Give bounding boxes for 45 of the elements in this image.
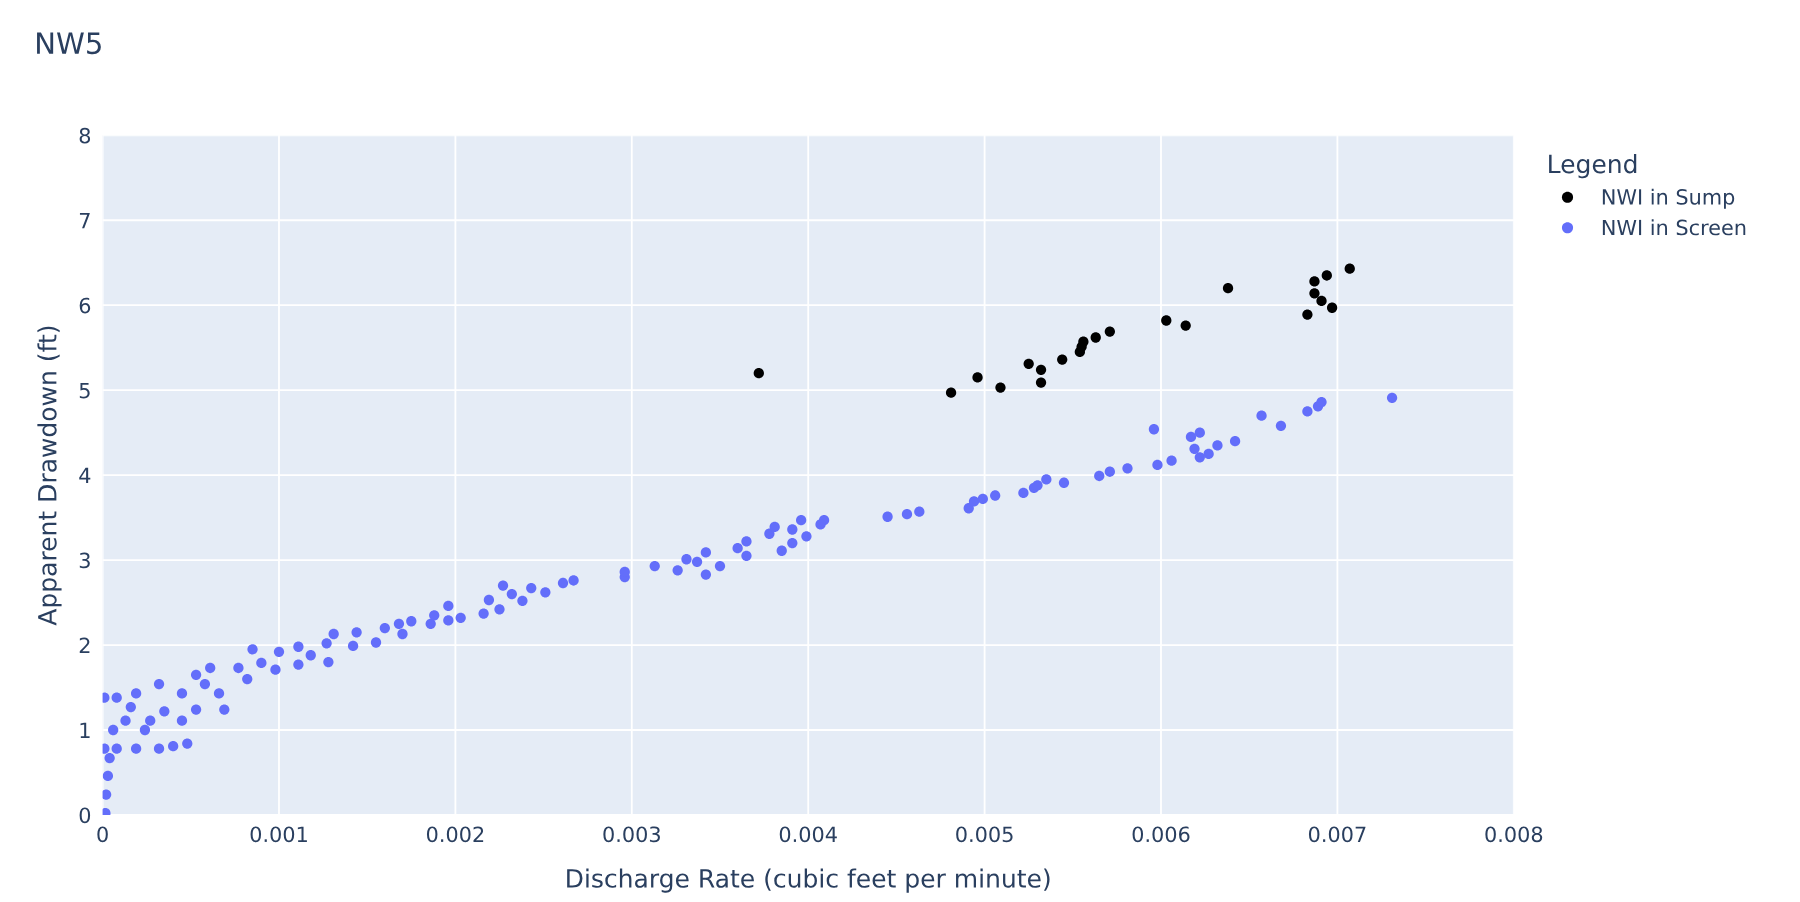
point [1023,358,1034,369]
x-tick-label: 0 [97,826,108,843]
point [1222,283,1234,294]
point [1321,270,1332,281]
point [945,387,957,398]
point [972,372,983,383]
y-tick-label: 6 [79,297,91,314]
legend-label: NWI in Sump [1602,188,1735,209]
point [753,368,764,379]
x-tick-label: 0.004 [779,826,837,843]
point [1302,309,1313,320]
y-axis-title: Apparent Drawdown (ft) [37,326,62,626]
y-tick-label: 3 [79,552,90,569]
y-tick-label: 4 [79,467,91,484]
point [1161,315,1172,326]
y-tick-label: 8 [79,127,91,144]
point [1035,364,1047,375]
x-tick-label: 0.008 [1485,826,1543,843]
point [1309,276,1320,287]
y-tick-label: 2 [79,637,90,653]
point [1309,288,1320,299]
point [1326,302,1338,313]
x-axis-title: Discharge Rate (cubic feet per minute) [567,868,1050,893]
point [1344,263,1355,274]
y-tick-label: 7 [79,212,90,229]
point [1104,326,1115,337]
point [1316,295,1327,307]
x-tick-label: 0.001 [250,826,307,843]
y-tick-label: 1 [80,722,90,738]
chart-title: NW5 [37,32,101,55]
x-tick-label: 0.002 [426,826,484,843]
x-tick-label: 0.003 [603,826,660,843]
legend-title: Legend [1549,154,1637,179]
point [1035,377,1047,388]
y-tick-label: 5 [79,382,90,399]
point [1180,320,1191,331]
point [1090,332,1101,343]
x-tick-label: 0.005 [956,826,1013,843]
point [1078,336,1089,347]
point [995,382,1006,393]
x-tick-label: 0.007 [1308,826,1366,843]
y-tick-label: 0 [79,807,91,824]
x-tick-label: 0.006 [1132,826,1190,843]
legend-label: NWI in Screen [1602,219,1746,236]
point [1057,354,1068,365]
